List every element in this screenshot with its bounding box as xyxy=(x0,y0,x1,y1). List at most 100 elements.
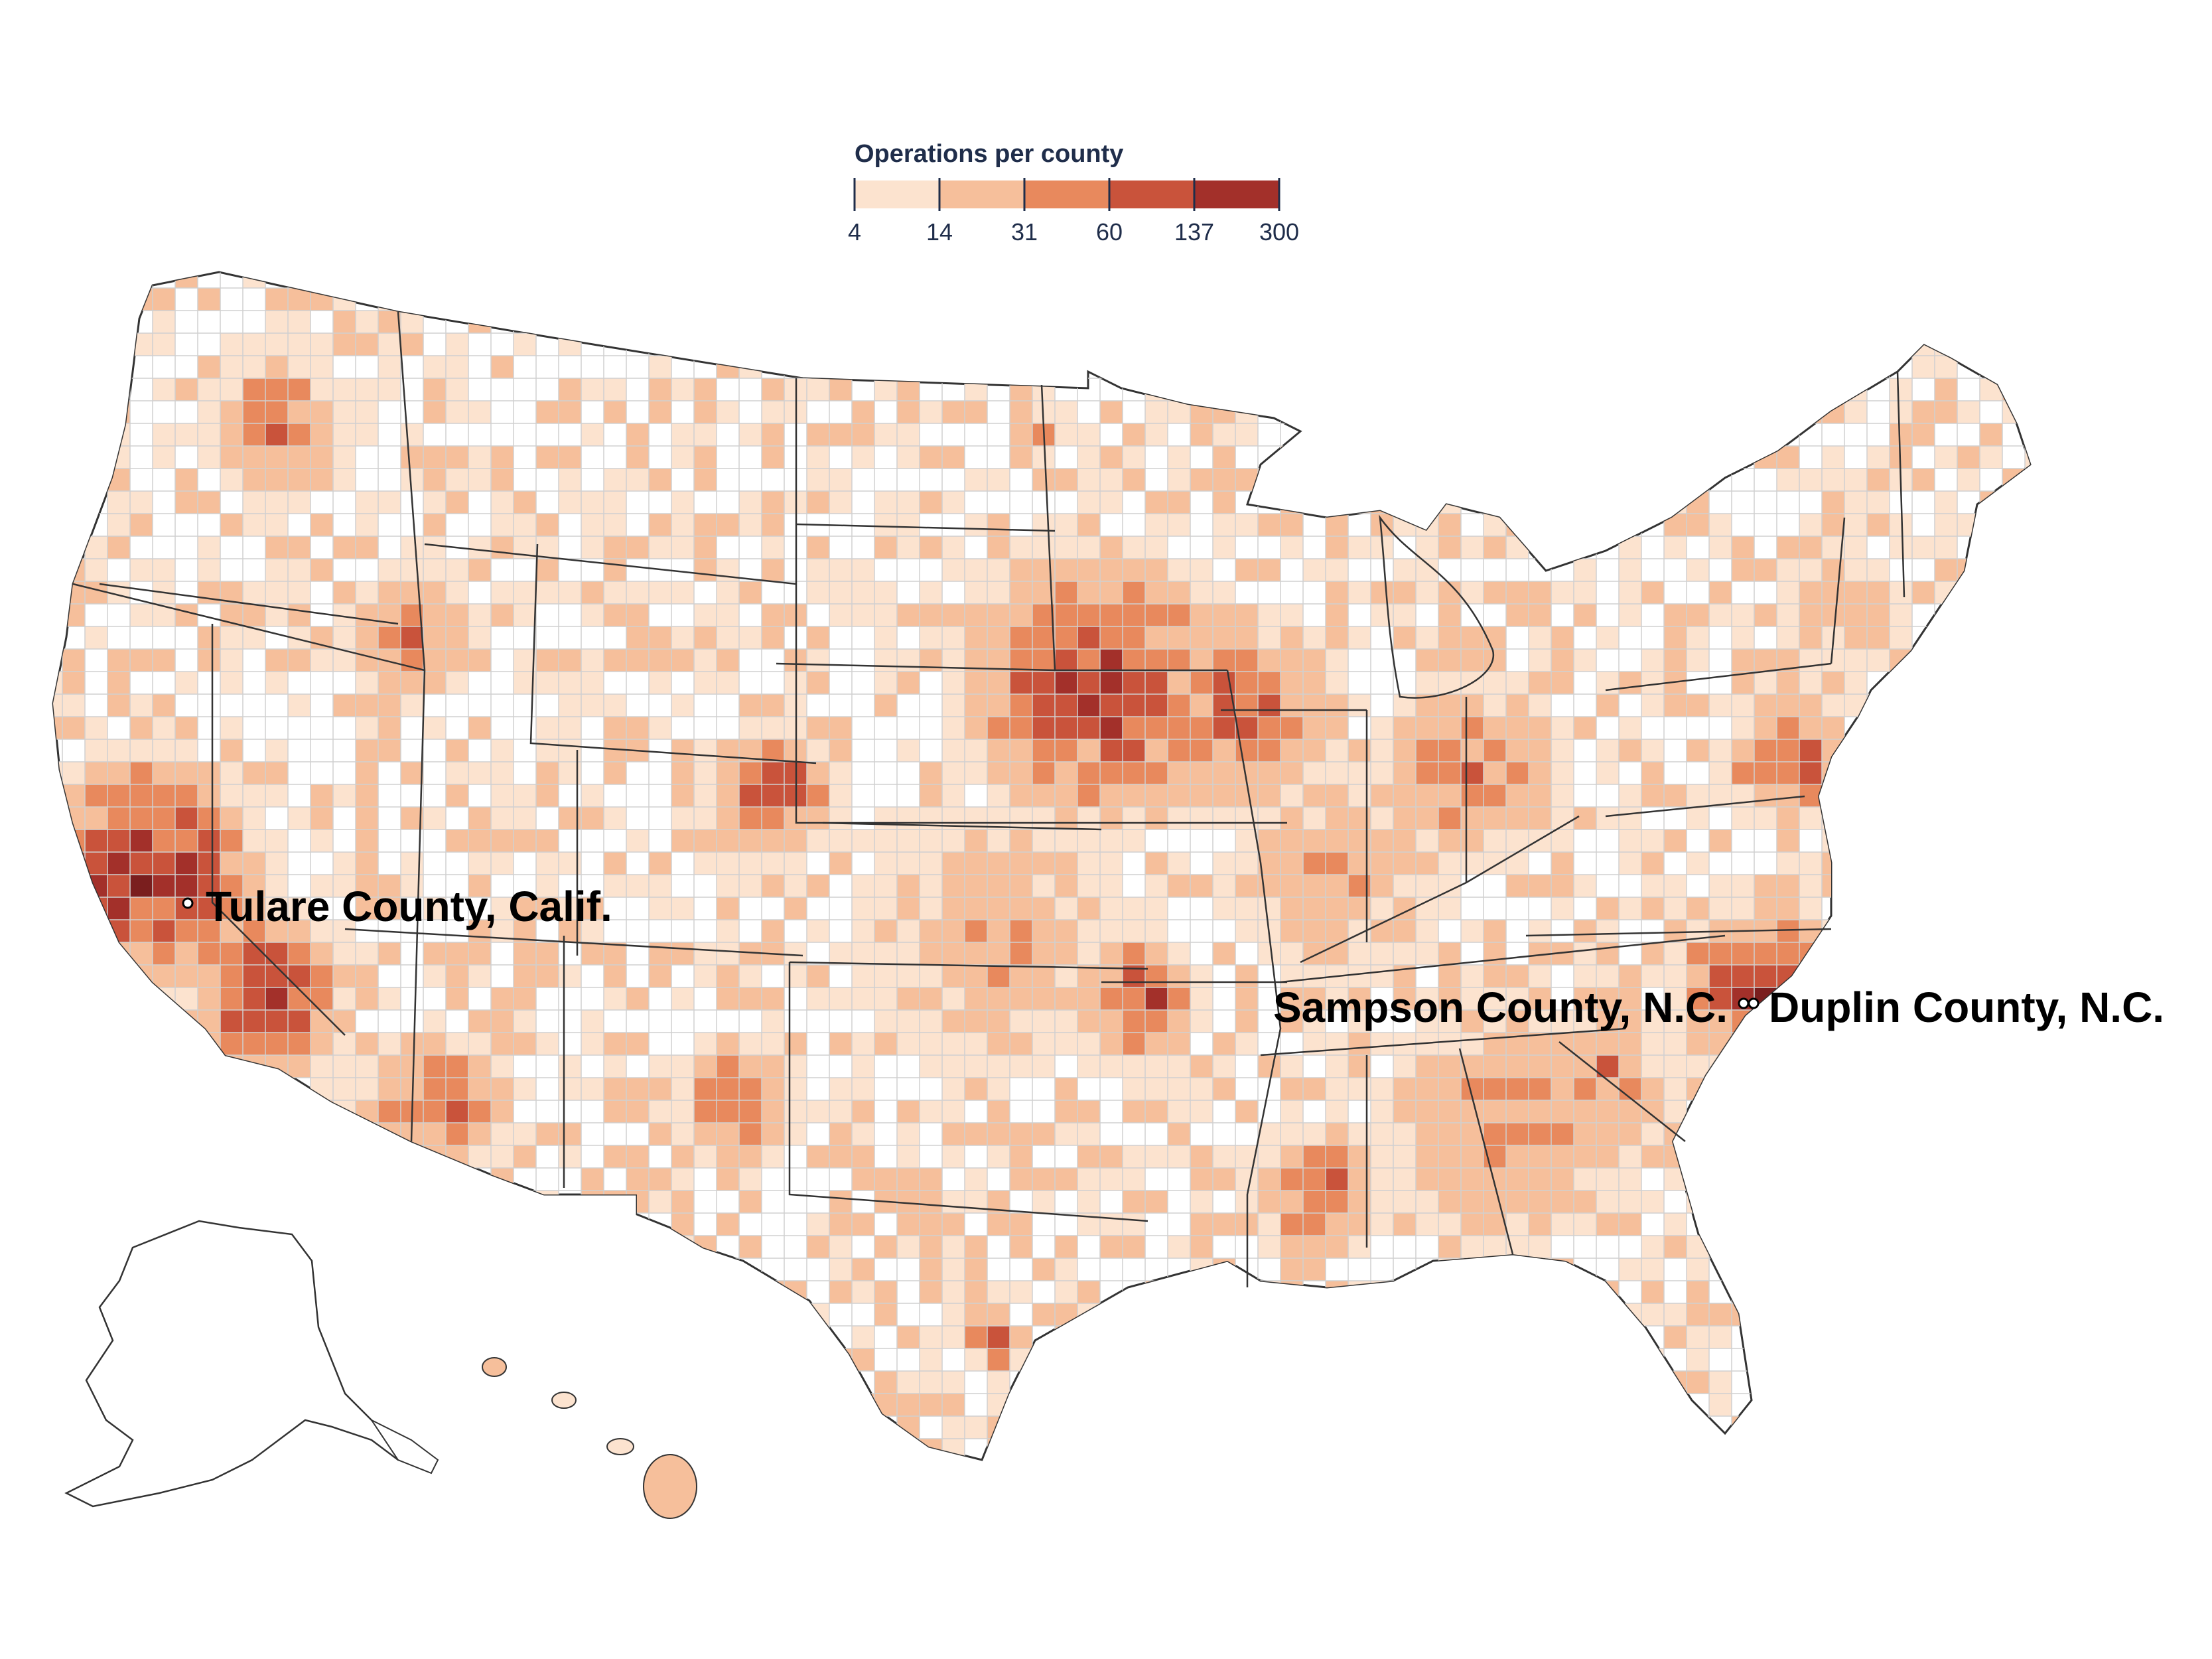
county-cell xyxy=(852,1100,874,1123)
county-cell xyxy=(581,536,604,559)
county-cell xyxy=(1484,942,1506,965)
county-cell xyxy=(1912,469,1935,491)
county-cell xyxy=(1529,1010,1551,1033)
county-cell xyxy=(1619,469,1641,491)
county-cell xyxy=(1055,875,1077,897)
county-cell xyxy=(1799,1348,1822,1371)
county-cell xyxy=(784,311,807,333)
county-cell xyxy=(717,626,739,649)
county-cell xyxy=(717,1281,739,1303)
county-cell xyxy=(220,446,243,469)
county-cell xyxy=(649,875,671,897)
county-cell xyxy=(2002,1258,2025,1281)
county-cell xyxy=(1822,1416,1844,1439)
county-cell xyxy=(1687,491,1709,514)
county-cell xyxy=(1754,1258,1777,1281)
county-cell xyxy=(1348,626,1371,649)
county-cell xyxy=(1709,356,1732,378)
county-cell xyxy=(874,694,897,717)
county-cell xyxy=(175,1010,198,1033)
county-cell xyxy=(1326,1213,1348,1236)
county-cell xyxy=(1912,1416,1935,1439)
county-cell xyxy=(1551,762,1574,784)
county-cell xyxy=(1213,717,1235,739)
county-cell xyxy=(1326,1168,1348,1190)
county-cell xyxy=(897,401,920,423)
county-cell xyxy=(1867,1190,1890,1213)
county-cell xyxy=(356,1033,378,1055)
county-cell xyxy=(762,1416,784,1439)
county-cell xyxy=(1529,965,1551,987)
county-cell xyxy=(175,965,198,987)
county-cell xyxy=(1280,784,1303,807)
county-cell xyxy=(1055,469,1077,491)
county-cell xyxy=(1280,920,1303,942)
county-cell xyxy=(175,604,198,626)
county-cell xyxy=(1664,965,1687,987)
county-cell xyxy=(942,536,965,559)
county-cell xyxy=(1799,1281,1822,1303)
county-cell xyxy=(220,717,243,739)
county-cell xyxy=(2047,1303,2070,1326)
county-cell xyxy=(1303,1168,1326,1190)
county-cell xyxy=(2047,1168,2070,1190)
county-cell xyxy=(762,784,784,807)
county-cell xyxy=(333,1326,356,1348)
county-cell xyxy=(53,897,62,920)
county-cell xyxy=(1190,311,1213,333)
county-cell xyxy=(53,830,62,852)
county-cell xyxy=(85,378,107,401)
county-cell xyxy=(1709,739,1732,762)
county-cell xyxy=(694,604,717,626)
county-cell xyxy=(107,739,130,762)
county-cell xyxy=(1100,491,1123,514)
county-cell xyxy=(1484,272,1506,288)
county-cell xyxy=(1055,1100,1077,1123)
legend-swatch xyxy=(855,180,939,208)
county-cell xyxy=(1303,762,1326,784)
county-cell xyxy=(649,1416,671,1439)
county-cell xyxy=(288,356,311,378)
county-cell xyxy=(1799,1100,1822,1123)
county-cell xyxy=(1416,1394,1438,1416)
county-cell xyxy=(198,897,220,920)
county-cell xyxy=(1303,1303,1326,1326)
county-cell xyxy=(423,965,446,987)
legend-tick-label: 300 xyxy=(1259,218,1299,246)
county-cell xyxy=(942,491,965,514)
county-cell xyxy=(2002,942,2025,965)
county-cell xyxy=(1935,762,1957,784)
county-cell xyxy=(942,920,965,942)
county-cell xyxy=(874,852,897,875)
county-cell xyxy=(468,1145,491,1168)
county-cell xyxy=(2047,1371,2070,1394)
county-cell xyxy=(423,356,446,378)
county-cell xyxy=(1303,1236,1326,1258)
county-cell xyxy=(1484,920,1506,942)
county-cell xyxy=(107,987,130,1010)
county-cell xyxy=(874,942,897,965)
county-cell xyxy=(2025,469,2030,491)
county-cell xyxy=(107,491,130,514)
county-cell xyxy=(1912,401,1935,423)
county-cell xyxy=(1100,942,1123,965)
county-cell xyxy=(1123,897,1145,920)
county-cell xyxy=(671,536,694,559)
county-cell xyxy=(1844,469,1867,491)
county-cell xyxy=(288,1213,311,1236)
county-cell xyxy=(468,965,491,987)
county-cell xyxy=(2047,491,2070,514)
county-cell xyxy=(2025,1168,2030,1190)
county-cell xyxy=(1619,604,1641,626)
county-cell xyxy=(829,581,852,604)
county-cell xyxy=(175,875,198,897)
county-cell xyxy=(1371,1145,1393,1168)
county-cell xyxy=(1484,514,1506,536)
county-cell xyxy=(1596,739,1619,762)
county-cell xyxy=(784,288,807,311)
county-cell xyxy=(53,446,62,469)
county-cell xyxy=(1687,649,1709,672)
county-cell xyxy=(1641,1236,1664,1258)
county-cell xyxy=(1055,672,1077,694)
county-cell xyxy=(1190,875,1213,897)
